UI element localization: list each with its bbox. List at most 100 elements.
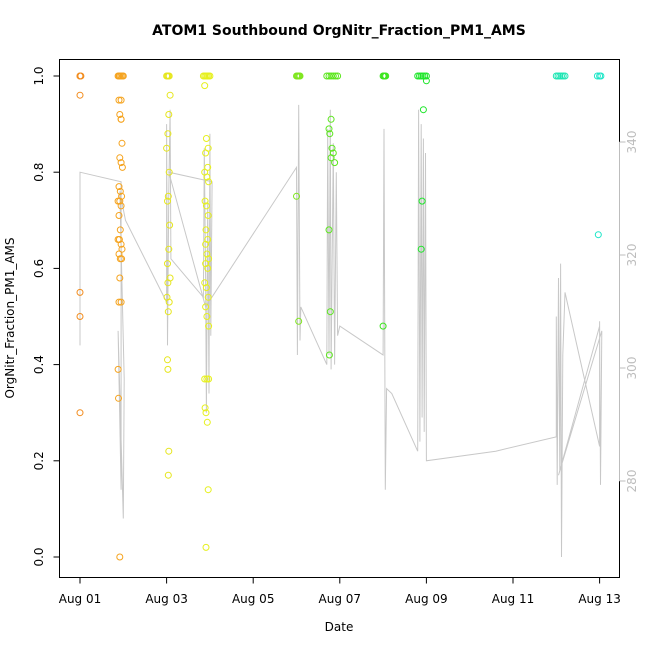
data-point — [116, 187, 124, 195]
data-point — [165, 168, 173, 176]
secondary-y-tick-label: 300 — [625, 357, 639, 380]
data-point — [165, 447, 173, 455]
data-point — [295, 317, 303, 325]
data-point — [594, 231, 602, 239]
data-point — [118, 255, 126, 263]
data-point — [202, 226, 210, 234]
data-point — [116, 197, 124, 205]
data-point — [117, 159, 125, 167]
data-point — [164, 192, 172, 200]
data-point — [417, 245, 425, 253]
data-point — [119, 72, 127, 80]
data-point — [325, 226, 333, 234]
data-point — [76, 288, 84, 296]
data-point — [422, 72, 430, 80]
data-point — [327, 154, 335, 162]
series-aug-01 — [76, 72, 85, 417]
data-point — [117, 240, 125, 248]
series-aug-03 — [163, 72, 174, 479]
x-tick-label: Aug 05 — [232, 592, 275, 606]
data-point — [115, 394, 122, 402]
data-point — [327, 115, 335, 123]
data-point — [206, 72, 214, 80]
data-point — [597, 72, 605, 80]
y-tick-label: 0.6 — [32, 259, 46, 278]
data-point — [118, 139, 126, 147]
x-axis: Aug 01 Aug 03 Aug 05 Aug 07 Aug 09 Aug 11 Aug … — [59, 577, 621, 606]
data-point — [116, 274, 124, 282]
series-aug-06 — [293, 72, 304, 325]
plot-frame — [59, 59, 620, 578]
data-point — [203, 250, 211, 258]
data-point — [205, 375, 213, 383]
series-aug-12 — [552, 72, 569, 80]
series-aug-08 — [379, 72, 390, 330]
data-point — [418, 197, 426, 205]
data-point — [202, 543, 210, 551]
data-point — [593, 72, 601, 80]
data-point — [204, 212, 212, 219]
data-point — [296, 72, 304, 80]
data-point — [201, 404, 209, 412]
data-point — [163, 144, 171, 152]
data-point — [382, 72, 390, 80]
x-tick-label: Aug 13 — [578, 592, 621, 606]
trace-line — [79, 104, 603, 558]
series-aug-09 — [414, 72, 430, 253]
data-point — [116, 154, 124, 162]
y-tick-label: 0.4 — [32, 355, 46, 374]
data-point — [205, 322, 213, 330]
secondary-y-tick-label: 320 — [625, 244, 639, 267]
y-tick-label: 0.2 — [32, 451, 46, 470]
data-point — [325, 351, 333, 359]
y-tick-label: 1.0 — [32, 66, 46, 85]
chart-title: ATOM1 Southbound OrgNitr_Fraction_PM1_AM… — [152, 23, 526, 39]
secondary-y-axis: 280 300 320 340 — [619, 131, 639, 493]
data-point — [326, 130, 334, 138]
data-point — [165, 245, 173, 253]
data-point — [114, 365, 122, 373]
series-aug-13 — [593, 72, 605, 239]
data-point — [202, 149, 210, 157]
gray-trace — [79, 104, 603, 558]
x-axis-label: Date — [325, 620, 354, 634]
data-point — [115, 96, 123, 104]
data-point — [331, 159, 339, 167]
data-point — [422, 77, 430, 85]
data-point — [116, 553, 124, 561]
data-point — [201, 375, 209, 383]
scatter-points — [76, 72, 605, 561]
y-tick-label: 0.8 — [32, 163, 46, 182]
data-point — [202, 135, 210, 142]
data-point — [201, 197, 209, 205]
series-aug-07 — [323, 72, 342, 359]
data-point — [164, 130, 172, 138]
data-point — [164, 356, 171, 364]
data-point — [202, 303, 210, 311]
data-point — [332, 72, 339, 80]
data-point — [164, 471, 172, 479]
data-point — [164, 279, 172, 287]
data-point — [118, 163, 126, 171]
secondary-y-tick-label: 280 — [625, 470, 639, 493]
data-point — [293, 192, 300, 200]
data-point — [561, 72, 569, 80]
data-point — [202, 202, 210, 210]
data-point — [115, 212, 123, 219]
data-point — [117, 96, 125, 104]
secondary-y-tick-label: 340 — [625, 131, 639, 154]
y-tick-label: 0.0 — [32, 547, 46, 566]
data-point — [203, 313, 211, 320]
data-point — [201, 279, 209, 287]
data-point — [164, 308, 172, 316]
data-point — [202, 409, 210, 417]
data-point — [115, 298, 123, 306]
data-point — [116, 226, 124, 234]
data-point — [205, 178, 213, 186]
data-point — [204, 486, 212, 494]
data-point — [419, 106, 427, 114]
data-point — [76, 313, 84, 320]
y-axis: 0.0 0.2 0.4 0.6 0.8 1.0 — [32, 66, 60, 567]
data-point — [76, 91, 84, 99]
